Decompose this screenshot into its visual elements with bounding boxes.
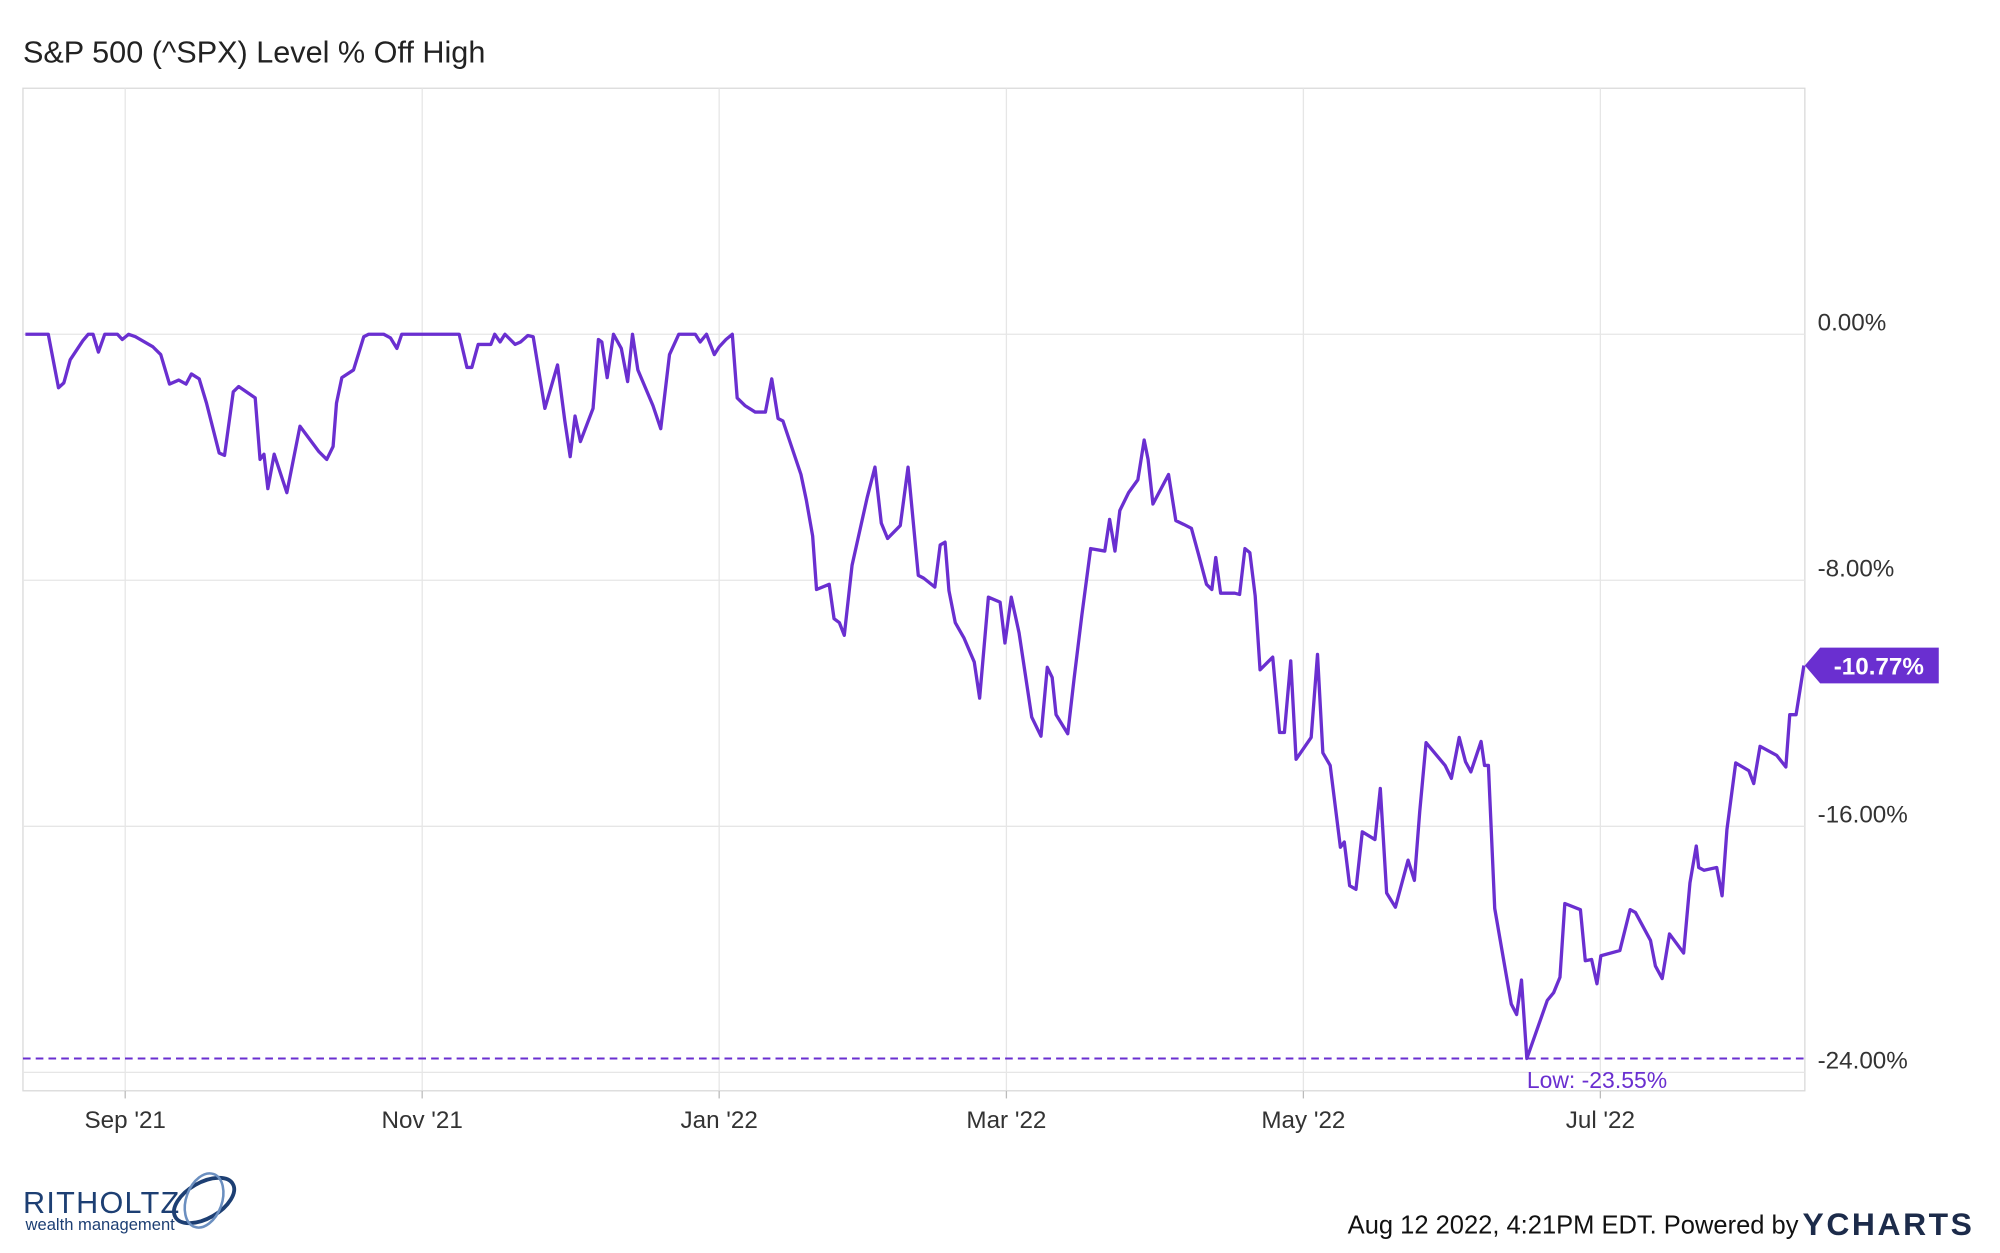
logo: RITHOLTZ wealth management: [23, 1172, 237, 1234]
x-tick-label: Jan '22: [680, 1107, 757, 1134]
logo-tagline: wealth management: [25, 1215, 176, 1234]
ycharts-brand[interactable]: YCHARTS: [1803, 1206, 1975, 1242]
logo-name: RITHOLTZ: [23, 1186, 181, 1220]
x-tick-label: May '22: [1261, 1107, 1345, 1134]
last-value-callout: [1804, 647, 1939, 684]
data-line: [25, 332, 1806, 1061]
x-tick-label: Mar '22: [966, 1107, 1046, 1134]
y-tick-label: -16.00%: [1818, 801, 1908, 828]
logo-swirl: [172, 1175, 237, 1226]
timestamp: Aug 12 2022, 4:21PM EDT. Powered by: [1348, 1212, 1799, 1240]
x-tick-label: Nov '21: [381, 1107, 462, 1134]
labels: 0.00% -8.00% -16.00% -24.00% Sep '21 Nov '21 J…: [85, 309, 1924, 1133]
y-tick-label: -8.00%: [1818, 555, 1895, 582]
low-label: Low: -23.55%: [1527, 1067, 1667, 1093]
plot-frame: [22, 87, 1806, 1092]
marks: [22, 332, 1939, 1061]
x-tick-label: Jul '22: [1566, 1107, 1635, 1134]
grid: [22, 88, 1805, 1099]
last-value-label: -10.77%: [1834, 653, 1924, 680]
y-tick-label: 0.00%: [1818, 309, 1887, 336]
chart-title: S&P 500 (^SPX) Level % Off High: [23, 36, 485, 70]
x-tick-label: Sep '21: [85, 1107, 166, 1134]
y-tick-label: -24.00%: [1818, 1048, 1908, 1075]
logo-swirl: [183, 1172, 225, 1229]
